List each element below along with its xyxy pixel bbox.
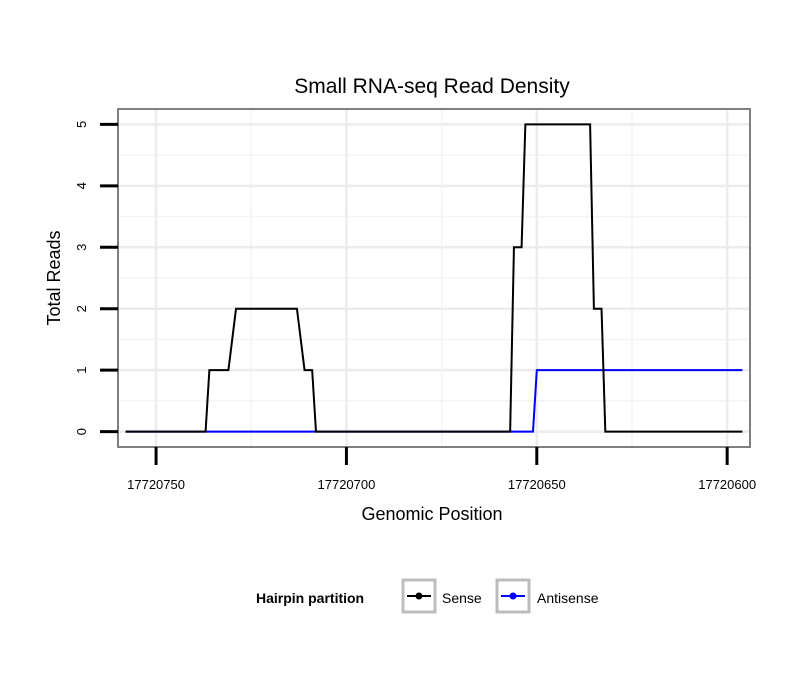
y-tick-label-1: 1	[74, 367, 89, 374]
x-axis-title: Genomic Position	[361, 504, 502, 524]
chart-title: Small RNA-seq Read Density	[294, 75, 570, 98]
series-line-sense	[125, 123, 743, 433]
series-lines	[125, 123, 743, 433]
x-tick-label-3: 17720600	[698, 477, 756, 492]
x-tick-label-1: 17720700	[318, 477, 376, 492]
x-axis: 17720750 17720700 17720650 17720600	[127, 447, 756, 492]
plot-panel-border	[117, 108, 751, 448]
y-tick-label-0: 0	[74, 428, 89, 435]
legend-label-antisense: Antisense	[537, 590, 599, 606]
y-tick-label-2: 2	[74, 305, 89, 312]
x-tick-label-0: 17720750	[127, 477, 185, 492]
y-tick-label-3: 3	[74, 244, 89, 251]
legend-key-point-antisense	[509, 592, 517, 600]
y-axis: 0 1 2 3 4 5	[74, 121, 118, 435]
y-axis-title: Total Reads	[44, 230, 64, 325]
y-tick-label-4: 4	[74, 182, 89, 189]
legend: Hairpin partition Sense Antisense	[256, 578, 599, 614]
legend-key-point-sense	[415, 592, 423, 600]
x-tick-label-2: 17720650	[508, 477, 566, 492]
y-tick-label-5: 5	[74, 121, 89, 128]
legend-title: Hairpin partition	[256, 590, 364, 606]
legend-label-sense: Sense	[442, 590, 482, 606]
